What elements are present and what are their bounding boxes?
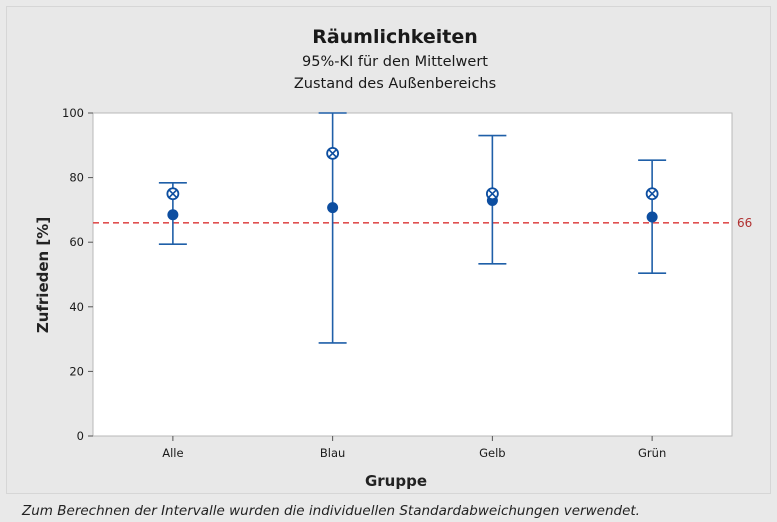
x-axis-label: Gruppe [365, 472, 427, 490]
mean-point [167, 209, 179, 221]
reference-line-group: 66 [93, 216, 752, 230]
plot-area [92, 112, 733, 437]
reference-line-label: 66 [737, 216, 752, 230]
x-tick-label: Alle [162, 446, 183, 460]
y-tick-label: 0 [77, 429, 84, 443]
y-tick-label: 20 [69, 364, 84, 378]
y-tick-label: 40 [69, 300, 84, 314]
y-tick-label: 80 [69, 171, 84, 185]
cross-marker-stroke [647, 189, 657, 198]
cross-marker-stroke [488, 189, 497, 198]
interval-marks [158, 112, 667, 344]
x-tick-label: Blau [320, 446, 345, 460]
x-tick-label: Grün [638, 446, 666, 460]
x-tick-label: Gelb [479, 446, 505, 460]
cross-marker-stroke [168, 189, 178, 198]
chart-subtitle-2: Zustand des Außenbereichs [294, 76, 496, 92]
y-axis: 0 20 40 60 80 100 [62, 106, 93, 443]
y-tick-label: 100 [62, 106, 84, 120]
mean-point [646, 211, 658, 223]
y-tick-label: 60 [69, 235, 84, 249]
y-axis-label: Zufrieden [%] [34, 217, 52, 333]
chart-subtitle-1: 95%-KI für den Mittelwert [302, 54, 488, 70]
cross-marker-stroke [328, 149, 337, 158]
x-axis: Alle Blau Gelb Grün [162, 436, 666, 460]
mean-point [327, 202, 339, 214]
footnote: Zum Berechnen der Intervalle wurden die … [22, 503, 640, 519]
chart-title: Räumlichkeiten [312, 26, 478, 48]
